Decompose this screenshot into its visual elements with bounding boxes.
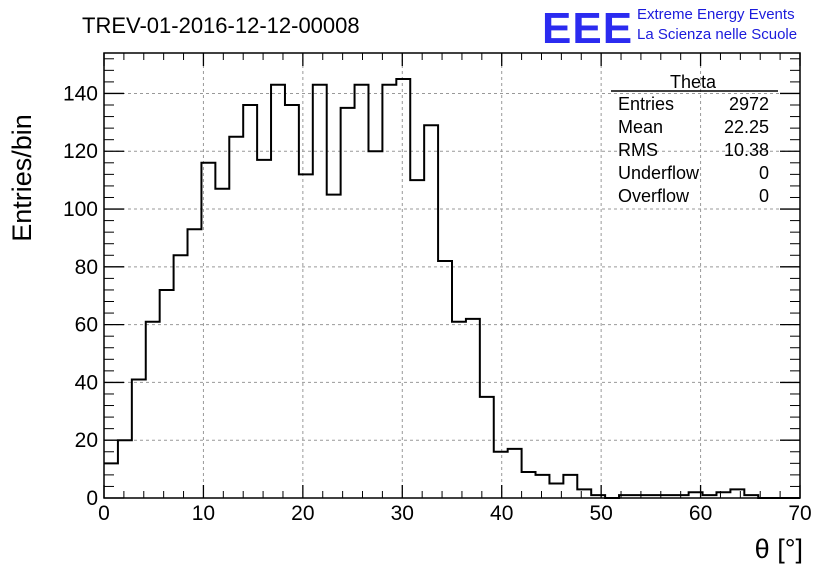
histogram-bin (271, 85, 285, 498)
stats-label: RMS (618, 140, 658, 160)
histogram-bin (466, 319, 480, 498)
histogram-bin (243, 105, 257, 498)
x-tick-labels: 0 10 20 30 40 50 60 70 (98, 502, 812, 525)
histogram-bin (480, 397, 494, 498)
histogram-bin (299, 174, 313, 498)
histogram-bin (424, 125, 438, 498)
x-tick-label: 10 (192, 502, 215, 525)
histogram-bin (229, 137, 243, 498)
y-tick-label: 40 (75, 371, 98, 394)
stats-label: Entries (618, 94, 674, 114)
histogram-bin (661, 495, 675, 498)
histogram-bin (355, 85, 369, 498)
histogram-bin (368, 151, 382, 498)
stats-value: 0 (759, 163, 769, 183)
y-tick-label: 20 (75, 429, 98, 452)
y-axis-title: Entries/bin (7, 114, 37, 242)
stats-value: 0 (759, 186, 769, 206)
histogram-bin (563, 475, 577, 498)
logo-line2: La Scienza nelle Scuole (637, 26, 797, 43)
histogram-bin (522, 472, 536, 498)
plot-frame (103, 52, 801, 499)
histogram-bin (549, 484, 563, 498)
histogram-bin (285, 105, 299, 498)
y-tick-label: 0 (86, 487, 98, 510)
histogram-bin (118, 440, 132, 498)
x-tick-label: 60 (689, 502, 712, 525)
histogram-bin (132, 380, 146, 498)
histogram-bin (744, 495, 758, 498)
histogram-bin (577, 489, 591, 498)
y-tick-labels: 0 20 40 60 80 100 120 140 (63, 82, 98, 510)
x-tick-label: 0 (98, 502, 110, 525)
histogram-bin (689, 492, 703, 498)
histogram-bin (494, 452, 508, 498)
logo-line1: Extreme Energy Events (637, 6, 795, 23)
y-tick-label: 60 (75, 314, 98, 337)
chart-title: TREV-01-2016-12-12-00008 (82, 13, 360, 38)
histogram-bin (313, 85, 327, 498)
histogram-bin (716, 492, 730, 498)
histogram-bin (341, 108, 355, 498)
histogram-bin (452, 322, 466, 498)
histogram-bin (146, 322, 160, 498)
histogram-line (104, 78, 800, 499)
histogram-bin (396, 79, 410, 498)
y-tick-label: 100 (63, 198, 98, 221)
histogram-bin (703, 495, 717, 498)
stats-value: 10.38 (724, 140, 769, 160)
stats-value: 22.25 (724, 117, 769, 137)
histogram-bin (215, 189, 229, 498)
histogram-bin (257, 160, 271, 498)
x-tick-label: 20 (291, 502, 314, 525)
histogram-bin (188, 229, 202, 498)
x-tick-label: 40 (490, 502, 513, 525)
histogram-bin (174, 255, 188, 498)
x-tick-label: 70 (788, 502, 811, 525)
y-tick-label: 120 (63, 140, 98, 163)
stats-label: Overflow (618, 186, 690, 206)
histogram-bin (536, 475, 550, 498)
histogram-bin (619, 495, 633, 498)
eee-logo: EEE Extreme Energy Events La Scienza nel… (542, 4, 797, 53)
x-axis-title: θ [°] (755, 534, 803, 564)
histogram-bin (104, 463, 118, 498)
histogram-bin (647, 495, 661, 498)
y-tick-label: 140 (63, 82, 98, 105)
histogram-bin (382, 85, 396, 498)
stats-title: Theta (670, 72, 717, 92)
histogram-bins (104, 79, 758, 498)
histogram-bin (327, 195, 341, 498)
x-tick-label: 30 (391, 502, 414, 525)
y-tick-label: 80 (75, 256, 98, 279)
stats-label: Underflow (618, 163, 700, 183)
histogram-bin (410, 180, 424, 498)
histogram-bin (201, 163, 215, 498)
histogram-bin (675, 495, 689, 498)
stats-value: 2972 (729, 94, 769, 114)
x-tick-label: 50 (589, 502, 612, 525)
histogram-bin (730, 489, 744, 498)
stats-box: Theta Entries 2972 Mean 22.25 RMS 10.38 Underf… (611, 72, 778, 206)
histogram-bin (508, 449, 522, 498)
histogram-bin (160, 290, 174, 498)
histogram-bin (591, 495, 605, 498)
histogram-bin (633, 495, 647, 498)
logo-mark: EEE (542, 4, 633, 53)
stats-label: Mean (618, 117, 663, 137)
histogram-bin (438, 261, 452, 498)
